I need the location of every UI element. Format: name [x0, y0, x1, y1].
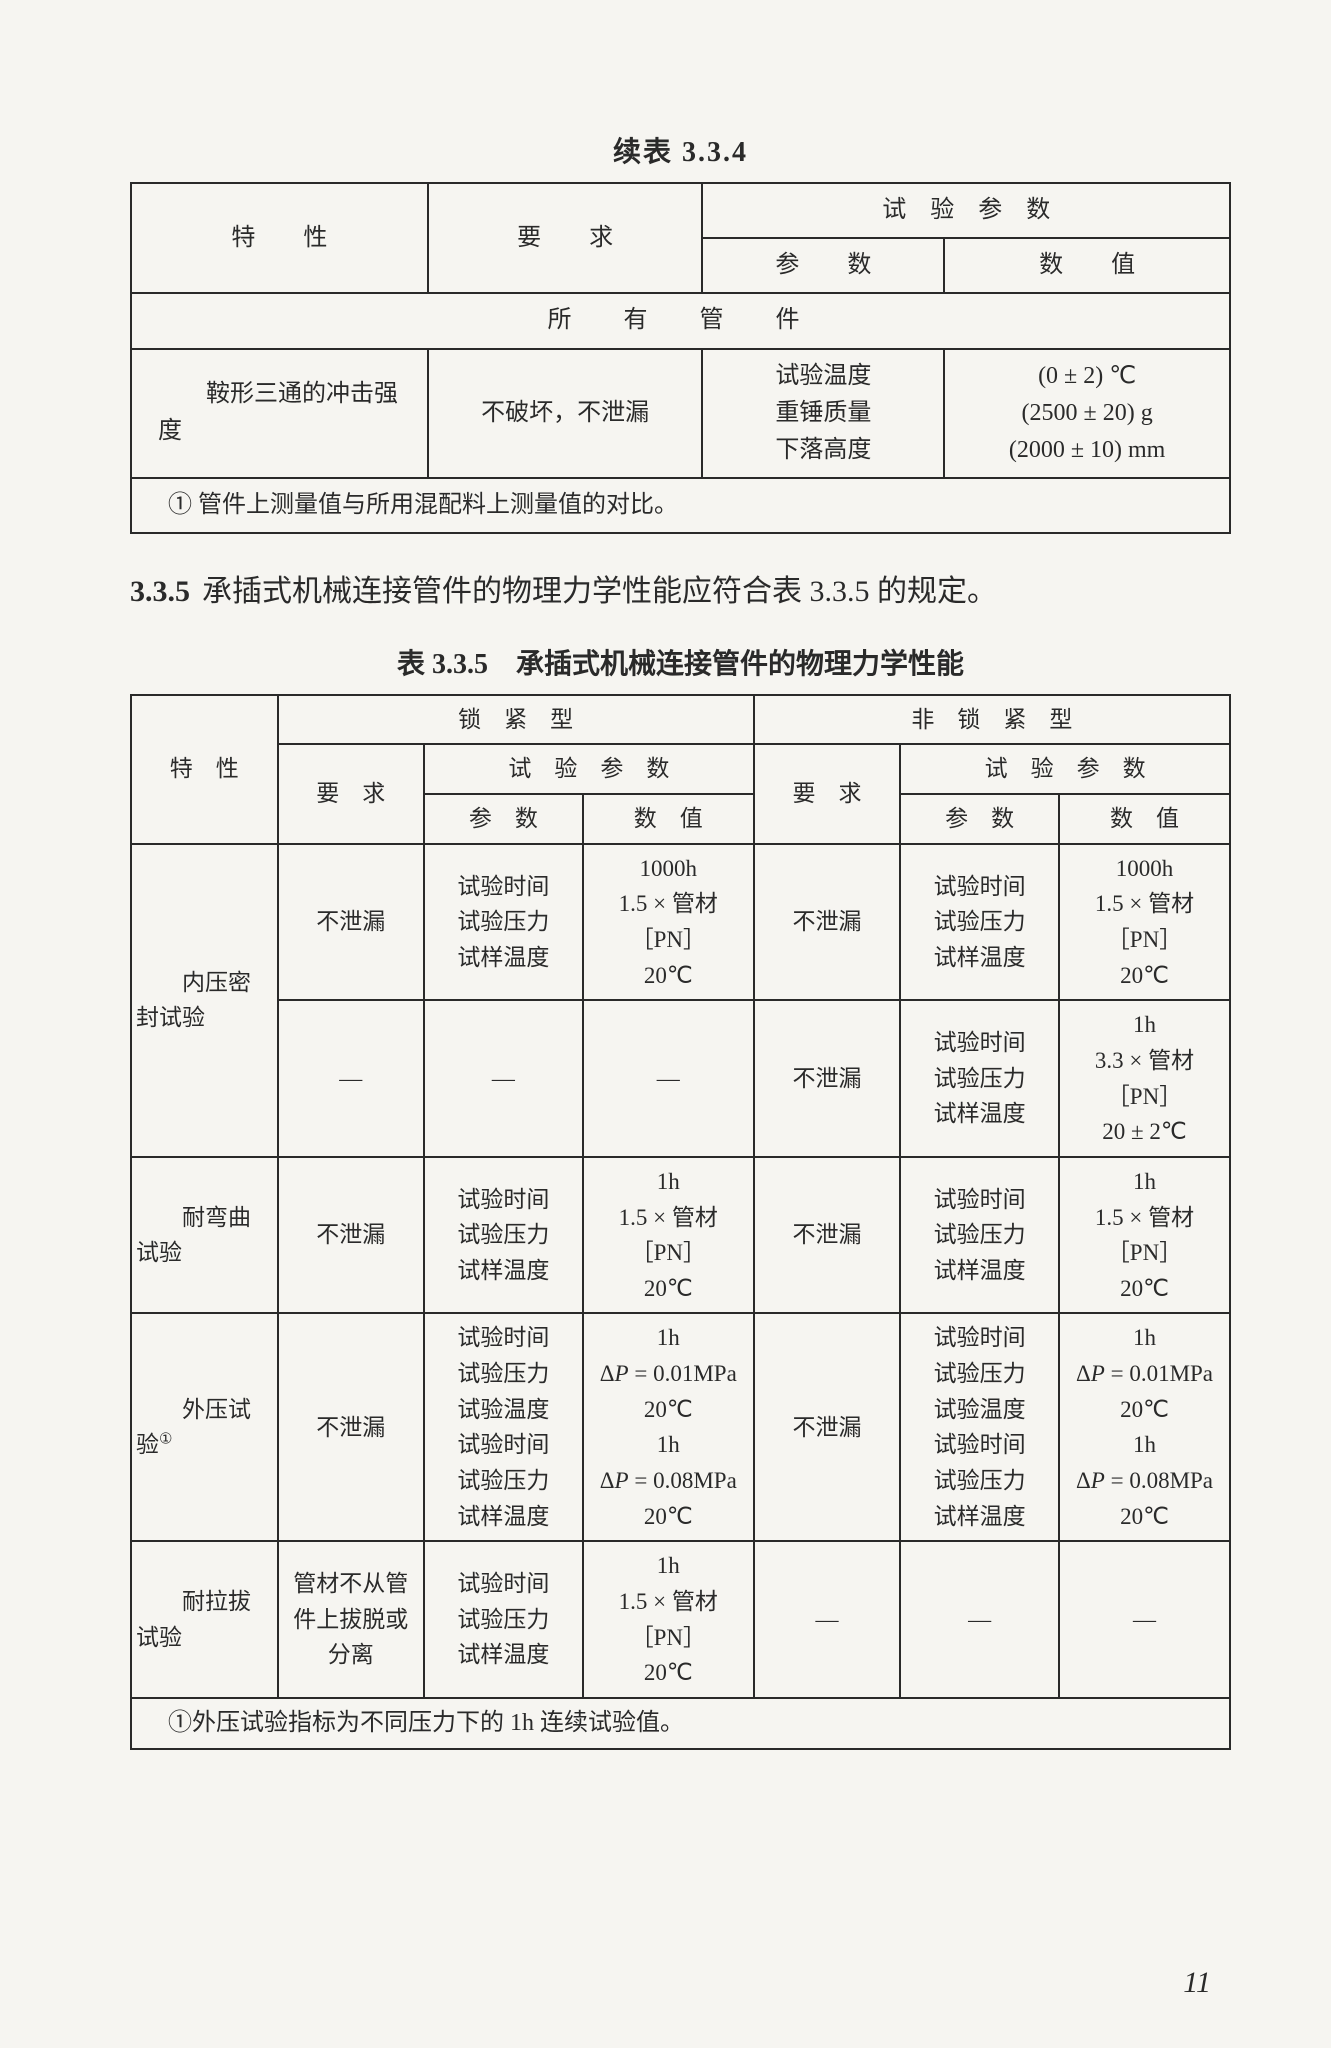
th-testparam-b: 试 验 参 数: [900, 744, 1230, 794]
cell-param-b: 试验时间 试验压力 试样温度: [900, 1000, 1059, 1157]
cell-param-b: 试验时间 试验压力 试样温度: [900, 844, 1059, 1001]
th-requirement-a: 要 求: [278, 744, 425, 843]
table-row: 特 性 锁 紧 型 非 锁 紧 型: [131, 695, 1230, 745]
cell-param-a: 试验时间 试验压力 试验温度 试验时间 试验压力 试样温度: [424, 1313, 583, 1541]
cell-param-b: 试验时间 试验压力 试样温度: [900, 1157, 1059, 1314]
th-requirement: 要 求: [428, 183, 703, 293]
cell-value-b: 1hΔP = 0.01MPa20℃1hΔP = 0.08MPa20℃: [1059, 1313, 1230, 1541]
table-334-caption: 续表 3.3.4: [130, 130, 1231, 170]
page-number: 11: [1183, 1966, 1211, 2000]
cell-requirement: 不破坏，不泄漏: [428, 349, 703, 479]
cell-param: 试验温度 重锤质量 下落高度: [702, 349, 944, 479]
cell-value-a: 1000h 1.5 × 管材［PN］ 20℃: [583, 844, 754, 1001]
table-335: 特 性 锁 紧 型 非 锁 紧 型 要 求 试 验 参 数 要 求 试 验 参 …: [130, 694, 1231, 1750]
cell-value-b: 1000h 1.5 × 管材［PN］ 20℃: [1059, 844, 1230, 1001]
th-param: 参 数: [702, 238, 944, 293]
th-testparam-a: 试 验 参 数: [424, 744, 754, 794]
th-value-a: 数 值: [583, 794, 754, 844]
cell-requirement-b: —: [754, 1541, 901, 1698]
th-group-nonlocking: 非 锁 紧 型: [754, 695, 1230, 745]
cell-param-a: 试验时间 试验压力 试样温度: [424, 1541, 583, 1698]
cell-param-b: —: [900, 1541, 1059, 1698]
cell-value-a: 1h 1.5 × 管材［PN］ 20℃: [583, 1157, 754, 1314]
cell-value-a: —: [583, 1000, 754, 1157]
th-param-b: 参 数: [900, 794, 1059, 844]
table-row: 耐弯曲试验不泄漏试验时间 试验压力 试样温度1h 1.5 × 管材［PN］ 20…: [131, 1157, 1230, 1314]
cell-requirement-b: 不泄漏: [754, 844, 901, 1001]
cell-param-a: —: [424, 1000, 583, 1157]
table-row: 鞍形三通的冲击强度 不破坏，不泄漏 试验温度 重锤质量 下落高度 (0 ± 2)…: [131, 349, 1230, 479]
cell-requirement-b: 不泄漏: [754, 1157, 901, 1314]
cell-param-a: 试验时间 试验压力 试样温度: [424, 844, 583, 1001]
cell-requirement-b: 不泄漏: [754, 1313, 901, 1541]
cell-value-b: 1h 3.3 × 管材［PN］ 20 ± 2℃: [1059, 1000, 1230, 1157]
th-value: 数 值: [944, 238, 1230, 293]
cell-param-b: 试验时间 试验压力 试验温度 试验时间 试验压力 试样温度: [900, 1313, 1059, 1541]
table-335-caption: 表 3.3.5 承插式机械连接管件的物理力学性能: [130, 642, 1231, 682]
th-property: 特 性: [131, 183, 428, 293]
table-row: 内压密封试验不泄漏试验时间 试验压力 试样温度1000h 1.5 × 管材［PN…: [131, 844, 1230, 1001]
th-property: 特 性: [131, 695, 278, 844]
cell-requirement-a: 不泄漏: [278, 844, 425, 1001]
table-row: ①外压试验指标为不同压力下的 1h 连续试验值。: [131, 1698, 1230, 1749]
table-row: 要 求 试 验 参 数 要 求 试 验 参 数: [131, 744, 1230, 794]
table-row: 外压试验①不泄漏试验时间 试验压力 试验温度 试验时间 试验压力 试样温度1hΔ…: [131, 1313, 1230, 1541]
table-row: ———不泄漏试验时间 试验压力 试样温度1h 3.3 × 管材［PN］ 20 ±…: [131, 1000, 1230, 1157]
cell-property: 鞍形三通的冲击强度: [131, 349, 428, 479]
cell-requirement-a: —: [278, 1000, 425, 1157]
page: 续表 3.3.4 特 性 要 求 试 验 参 数 参 数 数 值 所 有 管 件…: [0, 0, 1331, 2048]
table-row: ① 管件上测量值与所用混配料上测量值的对比。: [131, 478, 1230, 533]
table-334: 特 性 要 求 试 验 参 数 参 数 数 值 所 有 管 件 鞍形三通的冲击强…: [130, 182, 1231, 534]
th-requirement-b: 要 求: [754, 744, 901, 843]
cell-property: 耐拉拔试验: [131, 1541, 278, 1698]
cell-requirement-a: 管材不从管件上拔脱或分离: [278, 1541, 425, 1698]
th-value-b: 数 值: [1059, 794, 1230, 844]
section-all-fittings: 所 有 管 件: [131, 293, 1230, 348]
cell-value-a: 1h 1.5 × 管材［PN］ 20℃: [583, 1541, 754, 1698]
paragraph-text: 承插式机械连接管件的物理力学性能应符合表 3.3.5 的规定。: [202, 575, 997, 608]
table-row: 耐拉拔试验管材不从管件上拔脱或分离试验时间 试验压力 试样温度1h 1.5 × …: [131, 1541, 1230, 1698]
table-row: 特 性 要 求 试 验 参 数: [131, 183, 1230, 238]
cell-value-b: 1h 1.5 × 管材［PN］ 20℃: [1059, 1157, 1230, 1314]
th-test-params: 试 验 参 数: [702, 183, 1230, 238]
section-number: 3.3.5: [130, 575, 190, 608]
table-row: 所 有 管 件: [131, 293, 1230, 348]
paragraph-335: 3.3.5 承插式机械连接管件的物理力学性能应符合表 3.3.5 的规定。: [130, 564, 1231, 620]
cell-requirement-b: 不泄漏: [754, 1000, 901, 1157]
cell-property: 耐弯曲试验: [131, 1157, 278, 1314]
cell-requirement-a: 不泄漏: [278, 1157, 425, 1314]
cell-value-b: —: [1059, 1541, 1230, 1698]
cell-requirement-a: 不泄漏: [278, 1313, 425, 1541]
cell-value-a: 1hΔP = 0.01MPa20℃1hΔP = 0.08MPa20℃: [583, 1313, 754, 1541]
cell-param-a: 试验时间 试验压力 试样温度: [424, 1157, 583, 1314]
cell-property: 外压试验①: [131, 1313, 278, 1541]
cell-property: 内压密封试验: [131, 844, 278, 1157]
table-334-note: ① 管件上测量值与所用混配料上测量值的对比。: [131, 478, 1230, 533]
th-param-a: 参 数: [424, 794, 583, 844]
table-335-note: ①外压试验指标为不同压力下的 1h 连续试验值。: [131, 1698, 1230, 1749]
th-group-locking: 锁 紧 型: [278, 695, 754, 745]
cell-value: (0 ± 2) ℃ (2500 ± 20) g (2000 ± 10) mm: [944, 349, 1230, 479]
